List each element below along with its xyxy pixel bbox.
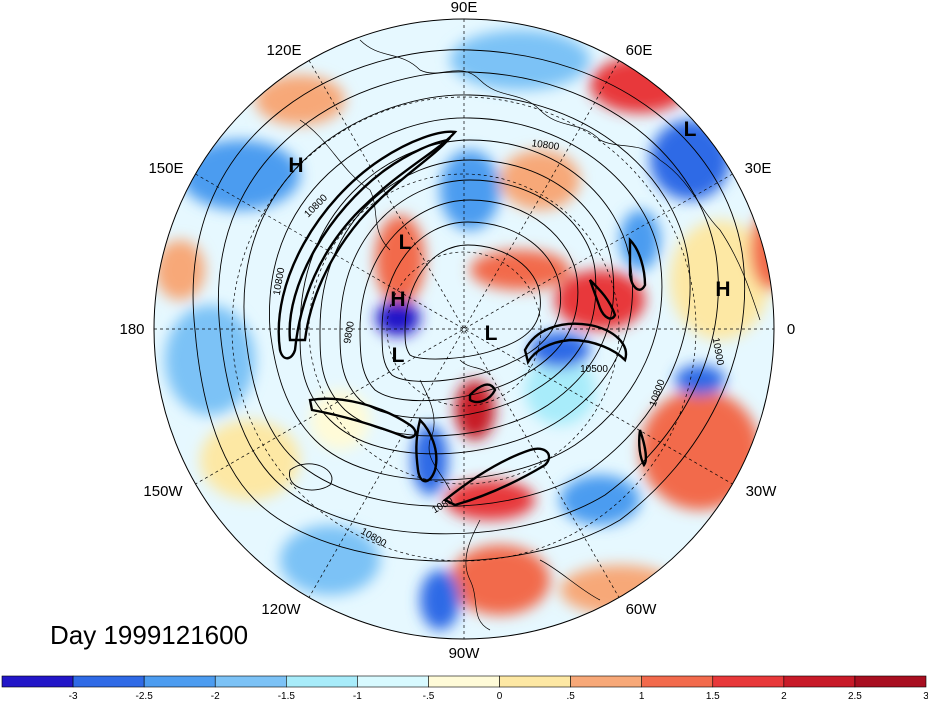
- colorbar-swatch: [641, 675, 714, 688]
- graticule: [154, 19, 774, 639]
- colorbar-label: 1: [639, 691, 645, 702]
- jet-contours: [277, 130, 648, 507]
- colorbar-swatch: [214, 675, 287, 688]
- lon-label-180: 180: [119, 321, 144, 338]
- colorbar-label: -2: [211, 691, 220, 702]
- lon-label-120e: 120E: [266, 42, 301, 59]
- contour-label: 10800: [272, 266, 288, 296]
- lon-label-30e: 30E: [745, 160, 772, 177]
- pressure-center-high: H: [390, 288, 405, 311]
- colorbar-label: 0: [497, 691, 503, 702]
- colorbar-swatch: [286, 675, 358, 688]
- pressure-center-low: L: [399, 231, 412, 254]
- colorbar-swatch: [428, 675, 500, 688]
- lon-label-60w: 60W: [626, 601, 658, 618]
- colorbar-label: .5: [566, 691, 575, 702]
- lon-label-60e: 60E: [626, 42, 653, 59]
- colorbar-label: -1: [353, 691, 362, 702]
- lon-label-0: 0: [787, 321, 795, 338]
- colorbar-swatch: [783, 675, 856, 688]
- colorbar-swatch: [712, 675, 785, 688]
- lon-label-150w: 150W: [143, 483, 183, 500]
- figure-title: Day 1999121600: [50, 620, 249, 650]
- colorbar-swatch: [854, 675, 927, 688]
- anomaly-shading: [154, 19, 774, 639]
- pressure-center-low: L: [684, 118, 697, 141]
- pressure-centers: H L L H L L H: [288, 118, 730, 367]
- colorbar-label: -2.5: [136, 691, 154, 702]
- colorbar-swatch: [499, 675, 571, 688]
- colorbar-label: -3: [69, 691, 78, 702]
- lon-label-90w: 90W: [449, 645, 481, 662]
- colorbar-label: -.5: [423, 691, 435, 702]
- colorbar-swatch: [72, 675, 145, 688]
- colorbar-swatch: [143, 675, 216, 688]
- contour-label: 10900: [710, 337, 726, 367]
- colorbar: -3 -2.5 -2 -1.5 -1 -.5 0 .5 1 1.5 2 2.5 3: [1, 675, 928, 702]
- coastlines: [299, 39, 761, 631]
- colorbar-swatch: [570, 675, 642, 688]
- colorbar-label: 1.5: [706, 691, 720, 702]
- colorbar-swatch: [357, 675, 429, 688]
- contour-label: 10800: [531, 138, 561, 153]
- colorbar-label: 3: [923, 691, 928, 702]
- colorbar-label: 2: [781, 691, 787, 702]
- lon-label-150e: 150E: [148, 160, 183, 177]
- height-contours: [192, 49, 746, 562]
- lon-label-30w: 30W: [746, 483, 778, 500]
- colorbar-swatch: [1, 675, 74, 688]
- pressure-center-high: H: [288, 154, 303, 177]
- lon-label-120w: 120W: [261, 601, 301, 618]
- colorbar-label: -1.5: [278, 691, 296, 702]
- colorbar-label: 2.5: [848, 691, 862, 702]
- lon-label-90e: 90E: [451, 0, 478, 16]
- contour-label: 10500: [580, 364, 608, 375]
- longitude-labels: 90E 120E 60E 150E 30E 180 0 150W 30W 120…: [119, 0, 795, 662]
- pressure-center-high: H: [715, 278, 730, 301]
- pressure-center-low: L: [485, 322, 498, 345]
- pressure-center-low: L: [392, 344, 405, 367]
- contour-label: 9800: [342, 320, 357, 344]
